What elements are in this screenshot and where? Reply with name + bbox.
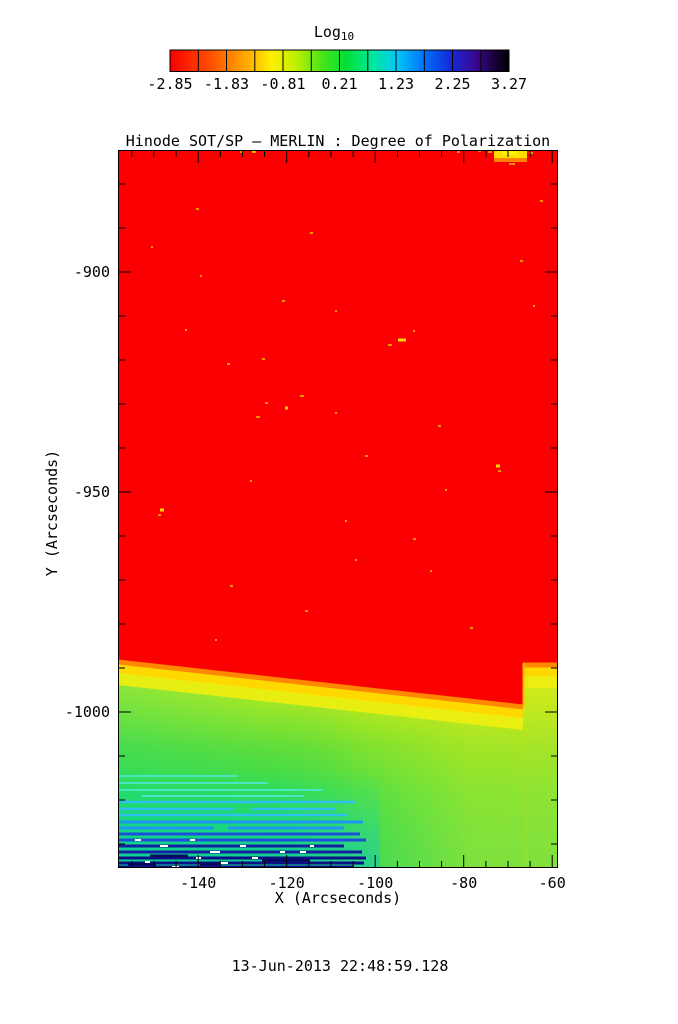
noise-streaks <box>118 775 366 868</box>
colorbar: Log10 -2.85 -1.83 -0.81 0.21 1.23 2.25 3… <box>147 23 527 93</box>
speckles-yellow <box>160 150 500 512</box>
colorbar-tick-marks <box>197 50 482 72</box>
y-axis-label: Y (Arcseconds) <box>43 450 61 576</box>
y-axis-major-ticks-right <box>545 271 557 713</box>
y-tick-label: -950 <box>74 483 110 501</box>
colorbar-title-subscript: 10 <box>341 30 354 43</box>
colorbar-tick-label: 2.25 <box>434 75 470 93</box>
x-axis-minor-ticks-bottom <box>131 861 531 867</box>
streaks-sky-blue <box>118 820 363 830</box>
streaks-dark-blue <box>118 844 362 854</box>
y-tick-label: -1000 <box>65 703 110 721</box>
chart-title: Hinode SOT/SP — MERLIN : Degree of Polar… <box>126 132 550 150</box>
x-tick-label: -140 <box>180 874 216 892</box>
hot-patch-top-edge <box>478 150 533 165</box>
colorbar-tick-label: 3.27 <box>491 75 527 93</box>
y-axis-major-ticks-left <box>119 271 131 713</box>
colorbar-tick-label: -1.83 <box>204 75 249 93</box>
red-region-polygon <box>118 150 558 705</box>
timestamp: 13-Jun-2013 22:48:59.128 <box>232 957 449 975</box>
x-axis-label: X (Arcseconds) <box>275 889 401 907</box>
x-tick-label: -60 <box>539 874 566 892</box>
boundary-fringe-yellow <box>118 664 558 719</box>
axes: -140 -120 -100 -80 -60 -900 -950 -1000 X… <box>43 150 566 907</box>
x-tick-label: -120 <box>269 874 305 892</box>
streaks-cyan <box>118 800 356 817</box>
streaks-light-cyan <box>118 775 323 797</box>
colorbar-tick-label: -0.81 <box>260 75 305 93</box>
hot-patch-dots <box>478 150 533 165</box>
colorbar-tick-label: 0.21 <box>321 75 357 93</box>
x-axis-minor-ticks-top <box>131 151 531 157</box>
colorbar-title: Log10 <box>314 23 354 43</box>
streaks-darkest <box>128 854 310 866</box>
y-tick-label: -900 <box>74 263 110 281</box>
colorbar-tick-label: 1.23 <box>378 75 414 93</box>
y-axis-minor-ticks-right <box>551 183 557 845</box>
colorbar-tick-label: -2.85 <box>147 75 192 93</box>
x-tick-label: -100 <box>357 874 393 892</box>
plot-border <box>118 150 558 868</box>
hot-patch-bright-core <box>502 150 517 155</box>
boundary-fringe-orange <box>118 659 558 710</box>
speckles-orange <box>151 151 543 641</box>
y-axis-minor-ticks-left <box>119 183 125 845</box>
colorbar-title-main: Log <box>314 23 341 41</box>
hot-patch-orange-fringe <box>494 158 527 162</box>
streaks-blue <box>118 832 366 842</box>
x-axis-major-ticks-top <box>197 151 553 163</box>
cyan-noise-tint <box>118 772 380 868</box>
heatmap-canvas <box>118 150 558 868</box>
boundary-fringe-yellow-green <box>118 673 558 730</box>
x-tick-label: -80 <box>450 874 477 892</box>
x-axis-major-ticks-bottom <box>197 855 553 867</box>
